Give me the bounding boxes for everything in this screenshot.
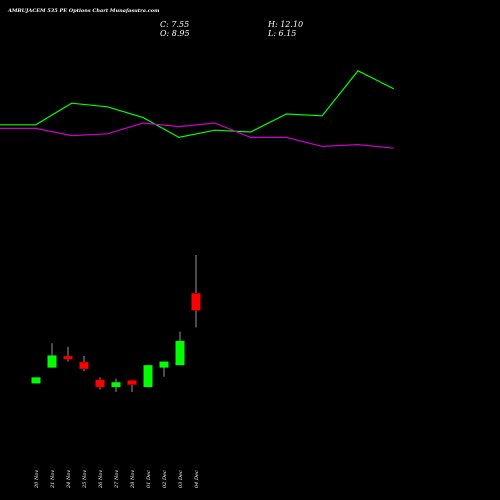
x-tick-label: 26 Nov [98, 470, 104, 489]
x-tick-label: 01 Dec [146, 470, 152, 488]
x-tick-label: 28 Nov [130, 470, 136, 489]
candle-body-1 [31, 377, 41, 384]
open-close-readout: C: 7.55 O: 8.95 [160, 20, 190, 38]
x-tick-label: 04 Dec [194, 470, 200, 488]
candle-body-8 [143, 365, 153, 388]
candle-body-4 [79, 361, 89, 370]
candle-body-7 [127, 380, 137, 385]
x-tick-label: 03 Dec [178, 470, 184, 488]
candle-body-9 [159, 361, 169, 368]
low-value: L: 6.15 [268, 29, 297, 38]
chart-title: AMBUJACEM 535 PE Options Chart Munafasut… [8, 8, 160, 14]
close-value: C: 7.55 [160, 20, 190, 29]
overlay-line-2 [0, 122, 394, 149]
candle-body-11 [191, 293, 201, 311]
candle-body-2 [47, 355, 57, 368]
x-tick-label: 02 Dec [162, 470, 168, 488]
candle-body-6 [111, 382, 121, 388]
x-tick-label: 21 Nov [50, 470, 56, 489]
candle-body-3 [63, 355, 73, 360]
high-low-readout: H: 12.10 L: 6.15 [268, 20, 303, 38]
x-tick-label: 20 Nov [34, 470, 40, 489]
overlay-line-1 [0, 70, 395, 139]
x-tick-label: 25 Nov [82, 470, 88, 489]
open-value: O: 8.95 [160, 29, 190, 38]
x-tick-label: 24 Nov [66, 470, 72, 489]
candle-body-5 [95, 379, 105, 388]
high-value: H: 12.10 [268, 20, 304, 29]
x-tick-label: 27 Nov [114, 470, 120, 489]
candle-body-10 [175, 340, 185, 366]
